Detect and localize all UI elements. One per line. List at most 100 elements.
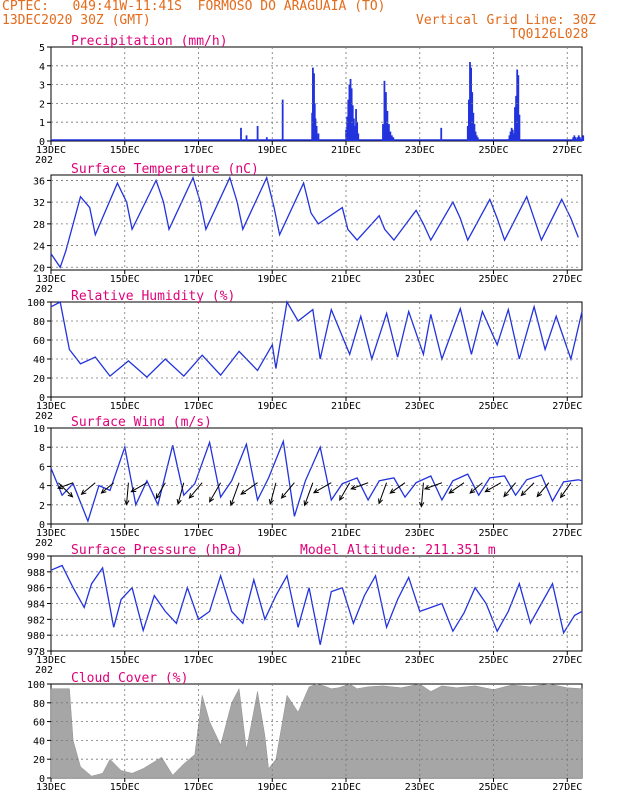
precip-bar: [516, 69, 519, 141]
y-tick-label: 100: [27, 298, 45, 309]
precip-bar: [572, 137, 575, 141]
y-tick-label: 3: [39, 81, 45, 92]
x-tick-label: 21DEC: [331, 528, 361, 539]
precip-bar: [511, 129, 514, 141]
precip-bar: [392, 137, 395, 141]
precip-bar: [385, 92, 387, 141]
x-tick-label: 25DEC: [478, 528, 508, 539]
y-tick-label: 20: [33, 263, 45, 274]
x-tick-label: 13DEC: [36, 782, 66, 793]
y-tick-label: 0: [39, 774, 45, 785]
wind-panel: 0 2 4 6 8 10 13DEC 15DEC 17DEC 19DEC 21DEC 23DEC 25D…: [33, 415, 583, 549]
x-tick-label: 27DEC: [552, 655, 582, 666]
x-tick-label: 13DEC: [36, 274, 66, 285]
wind-vector: [469, 482, 483, 494]
wind-vector: [423, 482, 443, 490]
temperature-line: [50, 175, 579, 269]
x-tick-label: 21DEC: [331, 145, 361, 156]
x-tick-label: 17DEC: [183, 528, 213, 539]
x-tick-label: 13DEC: [36, 145, 66, 156]
precip-bar: [576, 137, 579, 141]
y-tick-label: 24: [33, 242, 45, 253]
y-tick-label: 6: [39, 462, 45, 473]
wind-vector: [229, 482, 240, 507]
y-tick-label: 990: [27, 552, 45, 563]
y-tick-label: 984: [27, 600, 45, 611]
x-tick-label: 21DEC: [331, 274, 361, 285]
wind-vector: [312, 482, 332, 494]
precip-bar: [574, 137, 577, 141]
precip-bar: [350, 88, 353, 141]
precip-bar: [351, 105, 354, 141]
precip-bar: [317, 133, 320, 141]
y-tick-label: 60: [33, 336, 45, 347]
x-tick-label: 27DEC: [552, 401, 582, 412]
precip-bar: [382, 124, 384, 141]
cloud-cover-panel: 0 20 40 60 80 100 13DEC 15DEC 17DEC 19DEC 21DEC 23D…: [27, 671, 583, 793]
precip-bar: [281, 99, 284, 141]
x-tick-label: 27DEC: [552, 528, 582, 539]
precip-bar: [390, 135, 393, 141]
precip-bar: [510, 127, 513, 141]
wind-vector: [209, 482, 222, 503]
precip-bar: [314, 118, 317, 141]
pressure-title: Surface Pressure (hPa): [71, 543, 243, 558]
precip-bar: [466, 125, 469, 141]
wind-vector: [350, 482, 369, 490]
x-tick-label: 21DEC: [331, 655, 361, 666]
x-tick-label: 27DEC: [552, 782, 582, 793]
x-tick-label: 17DEC: [183, 145, 213, 156]
wind-vector: [176, 482, 185, 506]
precip-bar: [472, 112, 475, 141]
y-tick-label: 36: [33, 176, 45, 187]
x-tick-label: 23DEC: [405, 145, 435, 156]
y-tick-label: 980: [27, 631, 45, 642]
precip-bar: [389, 131, 392, 141]
precip-bar: [386, 110, 389, 141]
wind-vector: [268, 482, 277, 506]
precip-bar: [470, 67, 473, 141]
grid-note: Vertical Grid Line: 30Z: [416, 13, 597, 28]
precip-bar: [245, 135, 248, 141]
y-tick-label: 40: [33, 355, 45, 366]
precip-bar: [348, 84, 351, 141]
humidity-panel: 0 20 40 60 80 100 13DEC 15DEC 17DEC 19DEC 21DEC 23D…: [27, 289, 583, 422]
x-tick-label: 17DEC: [183, 401, 213, 412]
model-altitude-label: Model Altitude: 211.351 m: [300, 543, 496, 558]
y-tick-label: 0: [39, 137, 45, 148]
wind-line: [50, 438, 583, 524]
wind-vector: [100, 482, 115, 494]
wind-vector: [80, 482, 96, 496]
x-tick-label: 17DEC: [183, 655, 213, 666]
precip-bar: [315, 125, 318, 141]
precip-bar: [387, 124, 390, 141]
x-tick-label: 19DEC: [257, 782, 287, 793]
pressure-panel: 978 980 982 984 986 988 990 13DEC 15DEC 17DEC 19DE…: [27, 543, 583, 676]
cloud-area: [50, 683, 583, 779]
y-tick-label: 80: [33, 699, 45, 710]
x-tick-label: 17DEC: [183, 782, 213, 793]
wind-vector: [240, 482, 258, 495]
humidity-line: [50, 300, 583, 378]
wind-vector: [124, 482, 130, 506]
wind-vector: [303, 482, 314, 507]
precipitation-panel: 0 1 2 3 4 5 13DEC 15DEC 17DEC 19DEC 21DEC 23DEC 25DE…: [35, 34, 585, 166]
wind-vector: [448, 482, 465, 494]
precip-bar: [582, 135, 585, 141]
x-tick-label: 25DEC: [478, 782, 508, 793]
precip-bar: [265, 137, 268, 141]
x-tick-label: 21DEC: [331, 401, 361, 412]
x-tick-label: 19DEC: [257, 274, 287, 285]
wind-vector: [130, 482, 148, 493]
y-tick-label: 8: [39, 443, 45, 454]
x-tick-label: 15DEC: [110, 528, 140, 539]
humidity-frame: [50, 301, 583, 398]
model-code: TQ0126L028: [510, 27, 589, 42]
precip-bar: [473, 124, 476, 141]
x-tick-label: 23DEC: [405, 655, 435, 666]
precip-bar: [356, 122, 359, 141]
precip-bar: [515, 95, 517, 141]
x-tick-label: 15DEC: [110, 401, 140, 412]
precip-bar: [440, 127, 443, 141]
